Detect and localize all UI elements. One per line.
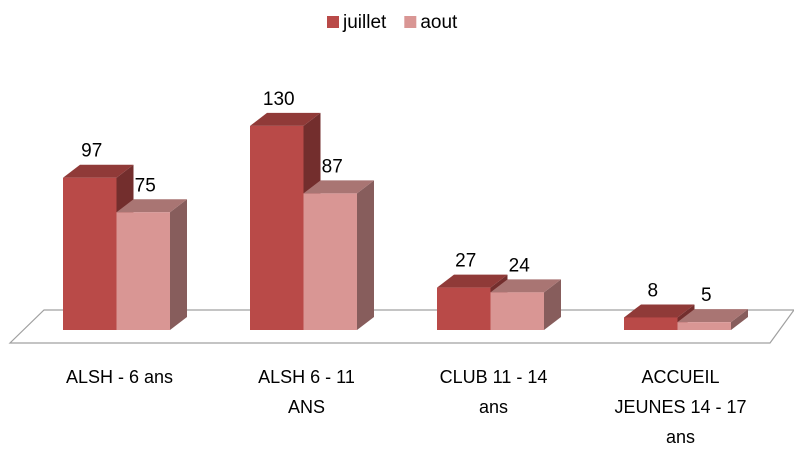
x-tick-label: ALSH 6 - 11 ANS: [258, 367, 355, 417]
data-label: 27: [455, 251, 476, 272]
bar-top: [677, 309, 748, 323]
bar: [303, 180, 374, 330]
bar-front: [116, 212, 170, 330]
bar-front: [624, 317, 678, 330]
x-tick-label: ACCUEIL JEUNES 14 - 17 ans: [614, 367, 747, 447]
floor: [8, 309, 794, 344]
legend-label: aout: [420, 12, 458, 33]
bar-top: [437, 274, 508, 288]
bar: [624, 304, 695, 330]
data-label: 8: [647, 280, 658, 301]
legend-label: juillet: [342, 12, 387, 33]
bar-front: [490, 292, 544, 330]
bar-front: [437, 287, 491, 330]
bar-top: [116, 199, 187, 213]
bar: [116, 199, 187, 330]
x-tick-label: CLUB 11 - 14 ans: [439, 367, 548, 417]
bar-top: [63, 164, 134, 178]
bar-side: [170, 199, 187, 330]
bar-side: [357, 180, 374, 330]
bar-front: [250, 125, 304, 331]
bar-front: [677, 322, 731, 330]
bar-top: [303, 180, 374, 194]
bar-side: [731, 309, 748, 330]
data-label: 5: [701, 285, 712, 306]
data-label: 75: [135, 175, 156, 196]
bar-top: [624, 304, 695, 318]
bar-side: [544, 279, 561, 330]
data-label: 87: [322, 156, 343, 177]
bar-front: [303, 193, 357, 330]
legend-swatch: [327, 16, 339, 28]
x-tick-label: ALSH - 6 ans: [65, 367, 174, 387]
bar-top: [490, 279, 561, 293]
bar: [490, 279, 561, 330]
data-label: 24: [509, 255, 531, 276]
bar: [677, 309, 748, 330]
data-label: 97: [81, 141, 102, 162]
bar-top: [250, 112, 321, 126]
legend-swatch: [404, 16, 417, 28]
data-label: 130: [263, 89, 295, 110]
bar-front: [63, 177, 117, 330]
